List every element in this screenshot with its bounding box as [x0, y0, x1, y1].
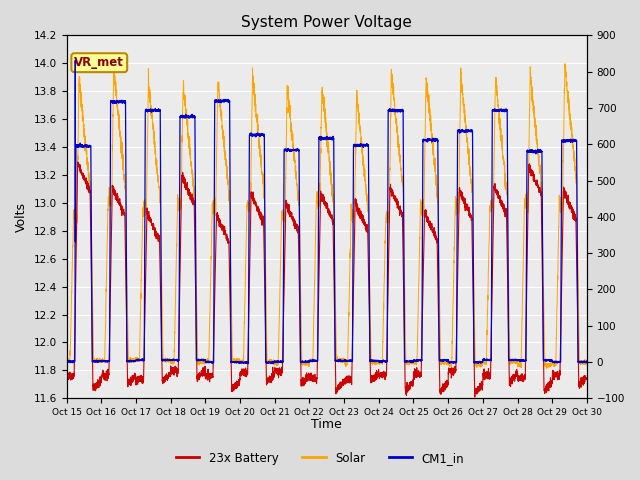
Legend: 23x Battery, Solar, CM1_in: 23x Battery, Solar, CM1_in	[171, 447, 469, 469]
Text: VR_met: VR_met	[74, 56, 124, 69]
Title: System Power Voltage: System Power Voltage	[241, 15, 412, 30]
Y-axis label: Volts: Volts	[15, 202, 28, 232]
X-axis label: Time: Time	[311, 419, 342, 432]
